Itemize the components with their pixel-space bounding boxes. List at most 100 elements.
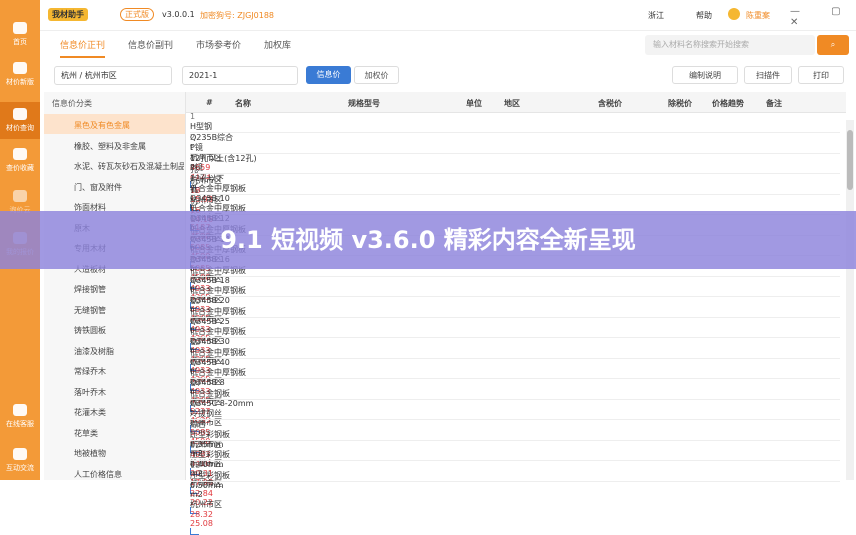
search-button[interactable]: ⌕ — [817, 35, 849, 55]
category-item[interactable]: 橡胶、塑料及非金属 — [74, 141, 146, 151]
trend-icon[interactable] — [190, 425, 199, 432]
sidebar-label: 查价收藏 — [6, 164, 34, 172]
category-item[interactable]: 花灌木类 — [74, 408, 106, 417]
tab[interactable]: 信息价副刊 — [128, 41, 174, 51]
price-type-button[interactable]: 加权价 — [354, 66, 399, 84]
area-select[interactable]: 杭州 / 杭州市区 — [54, 66, 172, 85]
table-row[interactable]: 11 低合金中厚钢板 Q345B 30 t 杭州市区 4933 4365 — [190, 317, 840, 391]
icon — [13, 448, 27, 460]
sidebar-item[interactable]: 询价云 — [0, 184, 40, 221]
table-row[interactable]: 1 H型钢 Q235B综合 t 杭州市区 4659 4123 — [190, 112, 840, 188]
category-item[interactable]: 水泥、砖瓦灰砂石及混凝土制品 — [74, 162, 184, 171]
period-select[interactable]: 2021-1 — [182, 66, 298, 85]
cell: P镜 — [190, 142, 203, 152]
action-button[interactable]: 扫描件 — [744, 66, 792, 84]
sidebar-item[interactable]: 材价新版 — [0, 56, 40, 93]
column-header: 价格趋势 — [712, 99, 744, 108]
trend-icon[interactable] — [190, 527, 199, 535]
cell: m2 — [190, 469, 203, 478]
cell: 低合金中厚钢板 — [190, 265, 246, 275]
trend-icon[interactable] — [190, 445, 199, 453]
category-item[interactable]: 门、窗及附件 — [74, 182, 122, 192]
column-header: 单位 — [466, 99, 482, 108]
trend-icon[interactable] — [190, 404, 199, 412]
category-item[interactable]: 黑色及有色金属 — [74, 121, 130, 130]
category-item[interactable]: 饰面材料 — [74, 203, 106, 212]
action-button[interactable]: 打印 — [798, 66, 844, 84]
tab[interactable]: 市场参考价 — [196, 41, 242, 51]
table-row[interactable]: 13 低合金中厚钢板 Q345B 8 t 杭州市区 5237 4635 — [190, 358, 840, 432]
cell: t — [190, 407, 194, 417]
trend-icon[interactable] — [190, 203, 199, 211]
category-item[interactable]: 人造板材 — [74, 264, 106, 274]
cell: 4933 — [190, 345, 211, 355]
sidebar-item[interactable]: 首页 — [0, 16, 40, 53]
logo: 我材助手 — [48, 8, 88, 21]
table-row[interactable]: 2 P镜 12孔以上(含12孔) 孔杭州市区 18 15.93 — [190, 132, 840, 211]
trend-icon[interactable] — [190, 181, 199, 188]
category-item[interactable]: 焊接钢管 — [74, 285, 106, 294]
category-item[interactable]: 落叶乔木 — [74, 387, 106, 397]
tab[interactable]: 加权库 — [264, 41, 292, 51]
cell: 4933 — [190, 325, 211, 334]
table-row[interactable]: 3P镜12孔以下孔杭州市区1614.16 — [190, 153, 840, 231]
trend-icon[interactable] — [190, 384, 199, 391]
cell: 4659 — [190, 163, 211, 172]
trend-icon[interactable] — [190, 302, 199, 309]
cell: 4933 — [190, 386, 211, 396]
category-panel: 信息价分类 黑色及有色金属 橡胶、塑料及非金属 水泥、砖瓦灰砂石及混凝土制品 门、窗及附… — [44, 92, 186, 480]
cell: 4500 — [190, 436, 211, 446]
trend-icon[interactable] — [190, 343, 199, 350]
cell: 5 — [190, 194, 196, 203]
table-row[interactable]: 10 低合金中厚钢板 Q345B 25 t 杭州市区 4933 4365 — [190, 297, 840, 371]
cell: P镜 — [190, 163, 203, 172]
edition: 正式版 — [120, 8, 154, 21]
cell: 孔 — [190, 164, 198, 174]
avatar — [728, 8, 740, 20]
category-item[interactable]: 地被植物 — [74, 449, 106, 458]
cell: 杭州市区 — [190, 294, 222, 304]
cell: 4635 — [190, 416, 211, 425]
category-item[interactable]: 常绿乔木 — [74, 367, 106, 376]
table-row[interactable]: 17 压型彩钢板 0.40mm m2 杭州市区 22.84 20.22 — [190, 440, 840, 514]
category-item[interactable]: 铸铁圆板 — [74, 326, 106, 335]
cell: 2 — [190, 132, 196, 142]
sidebar-item[interactable]: 查价收藏 — [0, 142, 40, 179]
user[interactable]: 陈重案 — [746, 11, 770, 20]
table-row[interactable]: 15 冷拔钢丝 综合 t 杭州市区 4983 4410 — [190, 399, 840, 475]
category-item[interactable]: 无缝钢管 — [74, 305, 106, 315]
sidebar-label: 材价查询 — [6, 124, 34, 132]
cell: t — [190, 387, 194, 396]
trend-icon[interactable] — [190, 468, 199, 475]
region[interactable]: 浙江 — [648, 11, 664, 20]
trend-icon[interactable] — [190, 363, 199, 371]
cell: 低合金中厚钢板 — [190, 327, 246, 336]
help[interactable]: 帮助 — [696, 11, 712, 20]
cell: 28.32 — [190, 509, 213, 519]
trend-icon[interactable] — [190, 281, 199, 289]
table-row[interactable]: 9 低合金中厚钢板 Q345B 20 t 杭州市区 4933 4365 — [190, 276, 840, 350]
cell: 12孔以下 — [190, 174, 225, 183]
table-row[interactable]: 18 压型彩钢板 0.50mm m2 杭州市区 28.32 25.08 — [190, 461, 840, 535]
table-row[interactable]: 14 低合金钢板 Q345C 8-20mm t 杭州市区 5085 4500 — [190, 379, 840, 453]
category-item[interactable]: 油漆及树脂 — [74, 346, 114, 356]
table-row[interactable]: 12 低合金中厚钢板 Q345B 40 t 杭州市区 4933 4365 — [190, 338, 840, 412]
category-item[interactable]: 花草类 — [74, 428, 98, 438]
sidebar-item[interactable]: 在线客服 — [0, 398, 40, 435]
sidebar-item[interactable]: 材价查询 — [0, 102, 40, 139]
table-row[interactable]: 16 压型彩钢板 0.35mm m2 杭州市区 20.31 17.98 — [190, 420, 840, 494]
action-button[interactable]: 编制说明 — [672, 66, 738, 84]
cell: 12孔以上(含12孔) — [190, 153, 257, 163]
sidebar-item[interactable]: 互动交流 — [0, 442, 40, 479]
category-item[interactable]: 人工价格信息 — [74, 469, 122, 479]
cell: 4983 — [190, 450, 211, 459]
tab[interactable]: 信息价正刊 — [60, 38, 106, 58]
trend-icon[interactable] — [190, 322, 199, 330]
cell: 压型彩钢板 — [190, 450, 230, 459]
window-controls[interactable]: — ▢ ✕ — [790, 6, 855, 28]
search-input[interactable]: 输入材料名称搜索开始搜索 — [645, 35, 815, 55]
price-type-button[interactable]: 信息价 — [306, 66, 351, 84]
sidebar-label: 首页 — [13, 38, 27, 46]
